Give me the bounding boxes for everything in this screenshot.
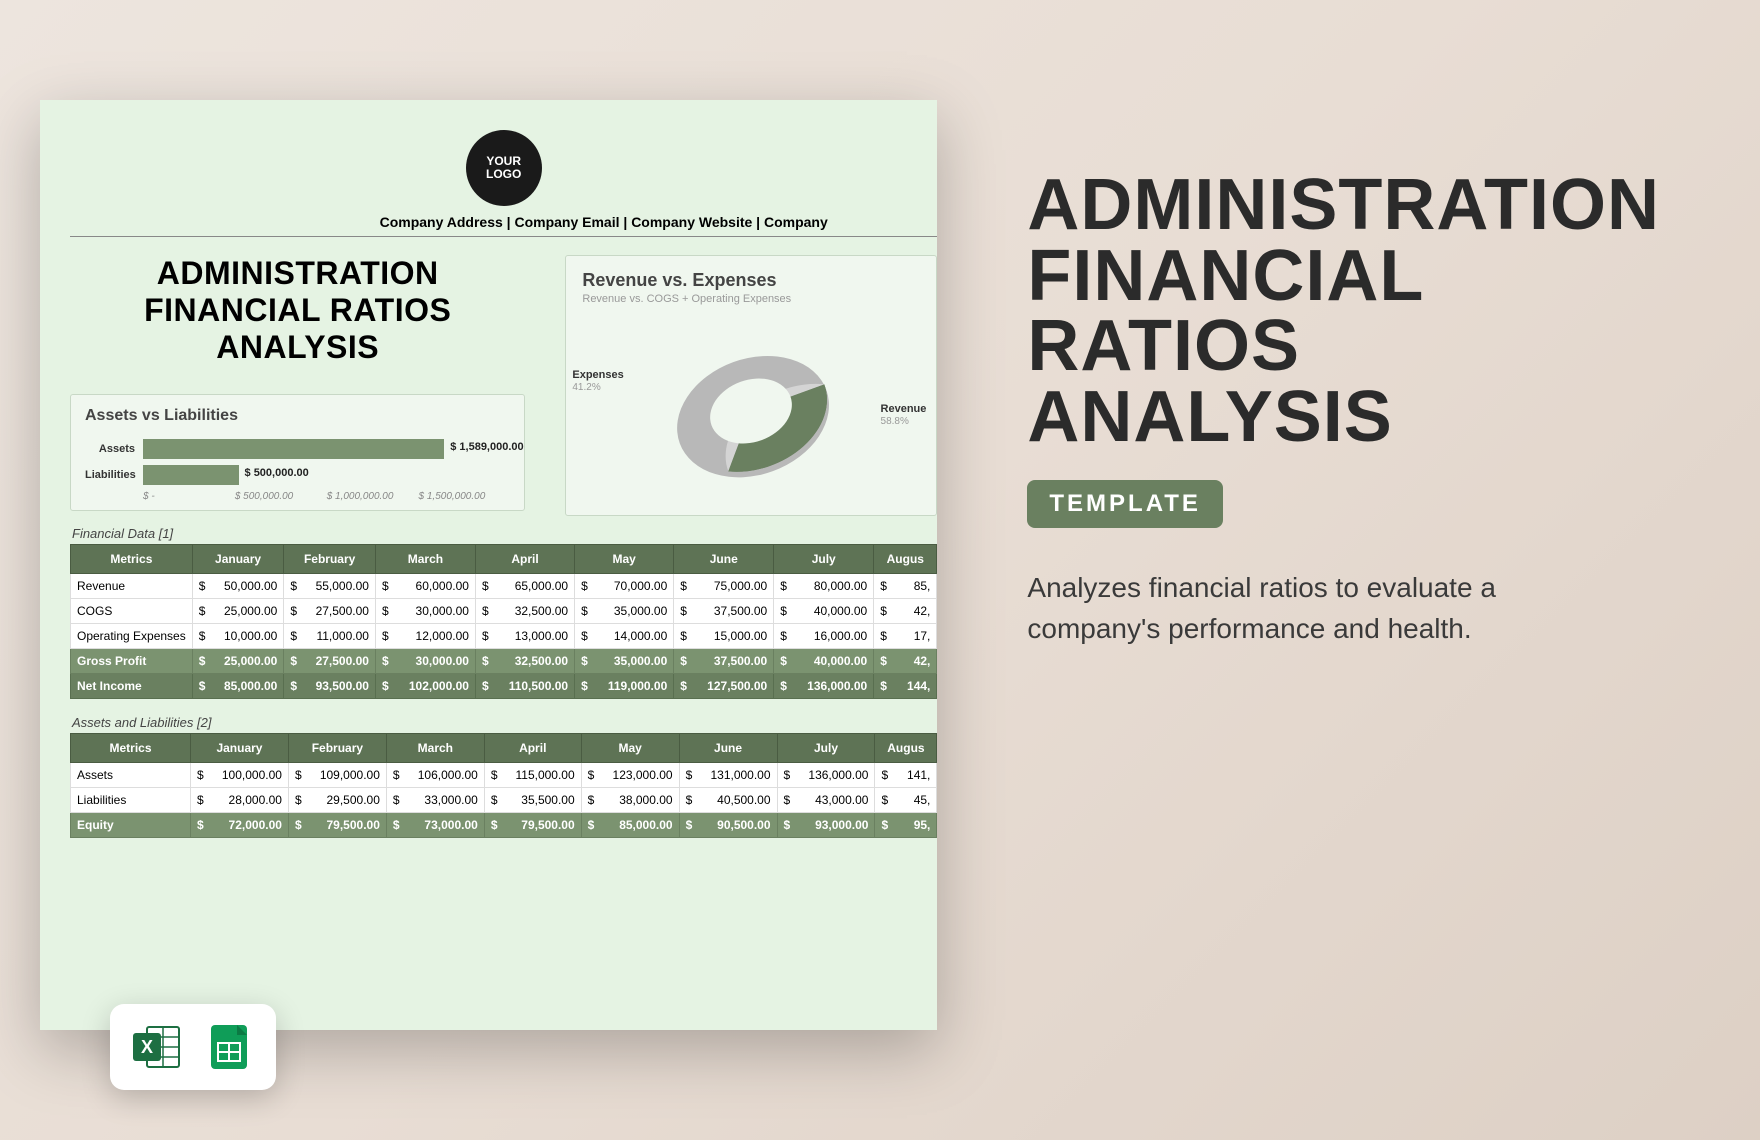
donut-label-revenue: Revenue58.8% [881,403,927,427]
description: Analyzes financial ratios to evaluate a … [1027,568,1567,649]
donut-label-expenses: Expenses41.2% [572,369,623,393]
bar-row: Assets$ 1,589,000.00 [85,439,510,459]
bar-chart: Assets vs Liabilities Assets$ 1,589,000.… [70,394,525,511]
table-row: COGS$25,000.00$27,500.00$30,000.00$32,50… [71,599,937,624]
donut-svg [651,316,851,496]
donut-chart: Revenue vs. Expenses Revenue vs. COGS + … [565,255,937,516]
svg-text:X: X [141,1037,153,1057]
bar-chart-title: Assets vs Liabilities [85,407,510,425]
preview-title: ADMINISTRATION FINANCIAL RATIOS ANALYSIS [70,255,525,366]
assets-liabilities-table: MetricsJanuaryFebruaryMarchAprilMayJuneJ… [70,733,937,838]
logo-text-bottom: LOGO [486,168,521,181]
page-title: ADMINISTRATION FINANCIAL RATIOS ANALYSIS [1027,170,1660,452]
table-row: Revenue$50,000.00$55,000.00$60,000.00$65… [71,574,937,599]
logo-placeholder: YOUR LOGO [70,130,937,206]
table-row: Gross Profit$25,000.00$27,500.00$30,000.… [71,649,937,674]
template-preview: YOUR LOGO Company Address | Company Emai… [40,100,937,1030]
table-row: Net Income$85,000.00$93,500.00$102,000.0… [71,674,937,699]
company-info-line: Company Address | Company Email | Compan… [70,214,937,230]
table2-label: Assets and Liabilities [2] [72,715,937,730]
info-panel: ADMINISTRATION FINANCIAL RATIOS ANALYSIS… [937,100,1700,1080]
donut-title: Revenue vs. Expenses [582,270,920,291]
table-row: Operating Expenses$10,000.00$11,000.00$1… [71,624,937,649]
donut-subtitle: Revenue vs. COGS + Operating Expenses [582,293,920,305]
financial-data-table: MetricsJanuaryFebruaryMarchAprilMayJuneJ… [70,544,937,699]
sheets-icon [200,1018,258,1076]
bar-row: Liabilities$ 500,000.00 [85,465,510,485]
table-row: Liabilities$28,000.00$29,500.00$33,000.0… [71,788,937,813]
table-row: Equity$72,000.00$79,500.00$73,000.00$79,… [71,813,937,838]
format-badges: X [110,1004,276,1090]
excel-icon: X [128,1018,186,1076]
template-badge: TEMPLATE [1027,480,1223,528]
table1-label: Financial Data [1] [72,526,937,541]
table-row: Assets$100,000.00$109,000.00$106,000.00$… [71,763,937,788]
